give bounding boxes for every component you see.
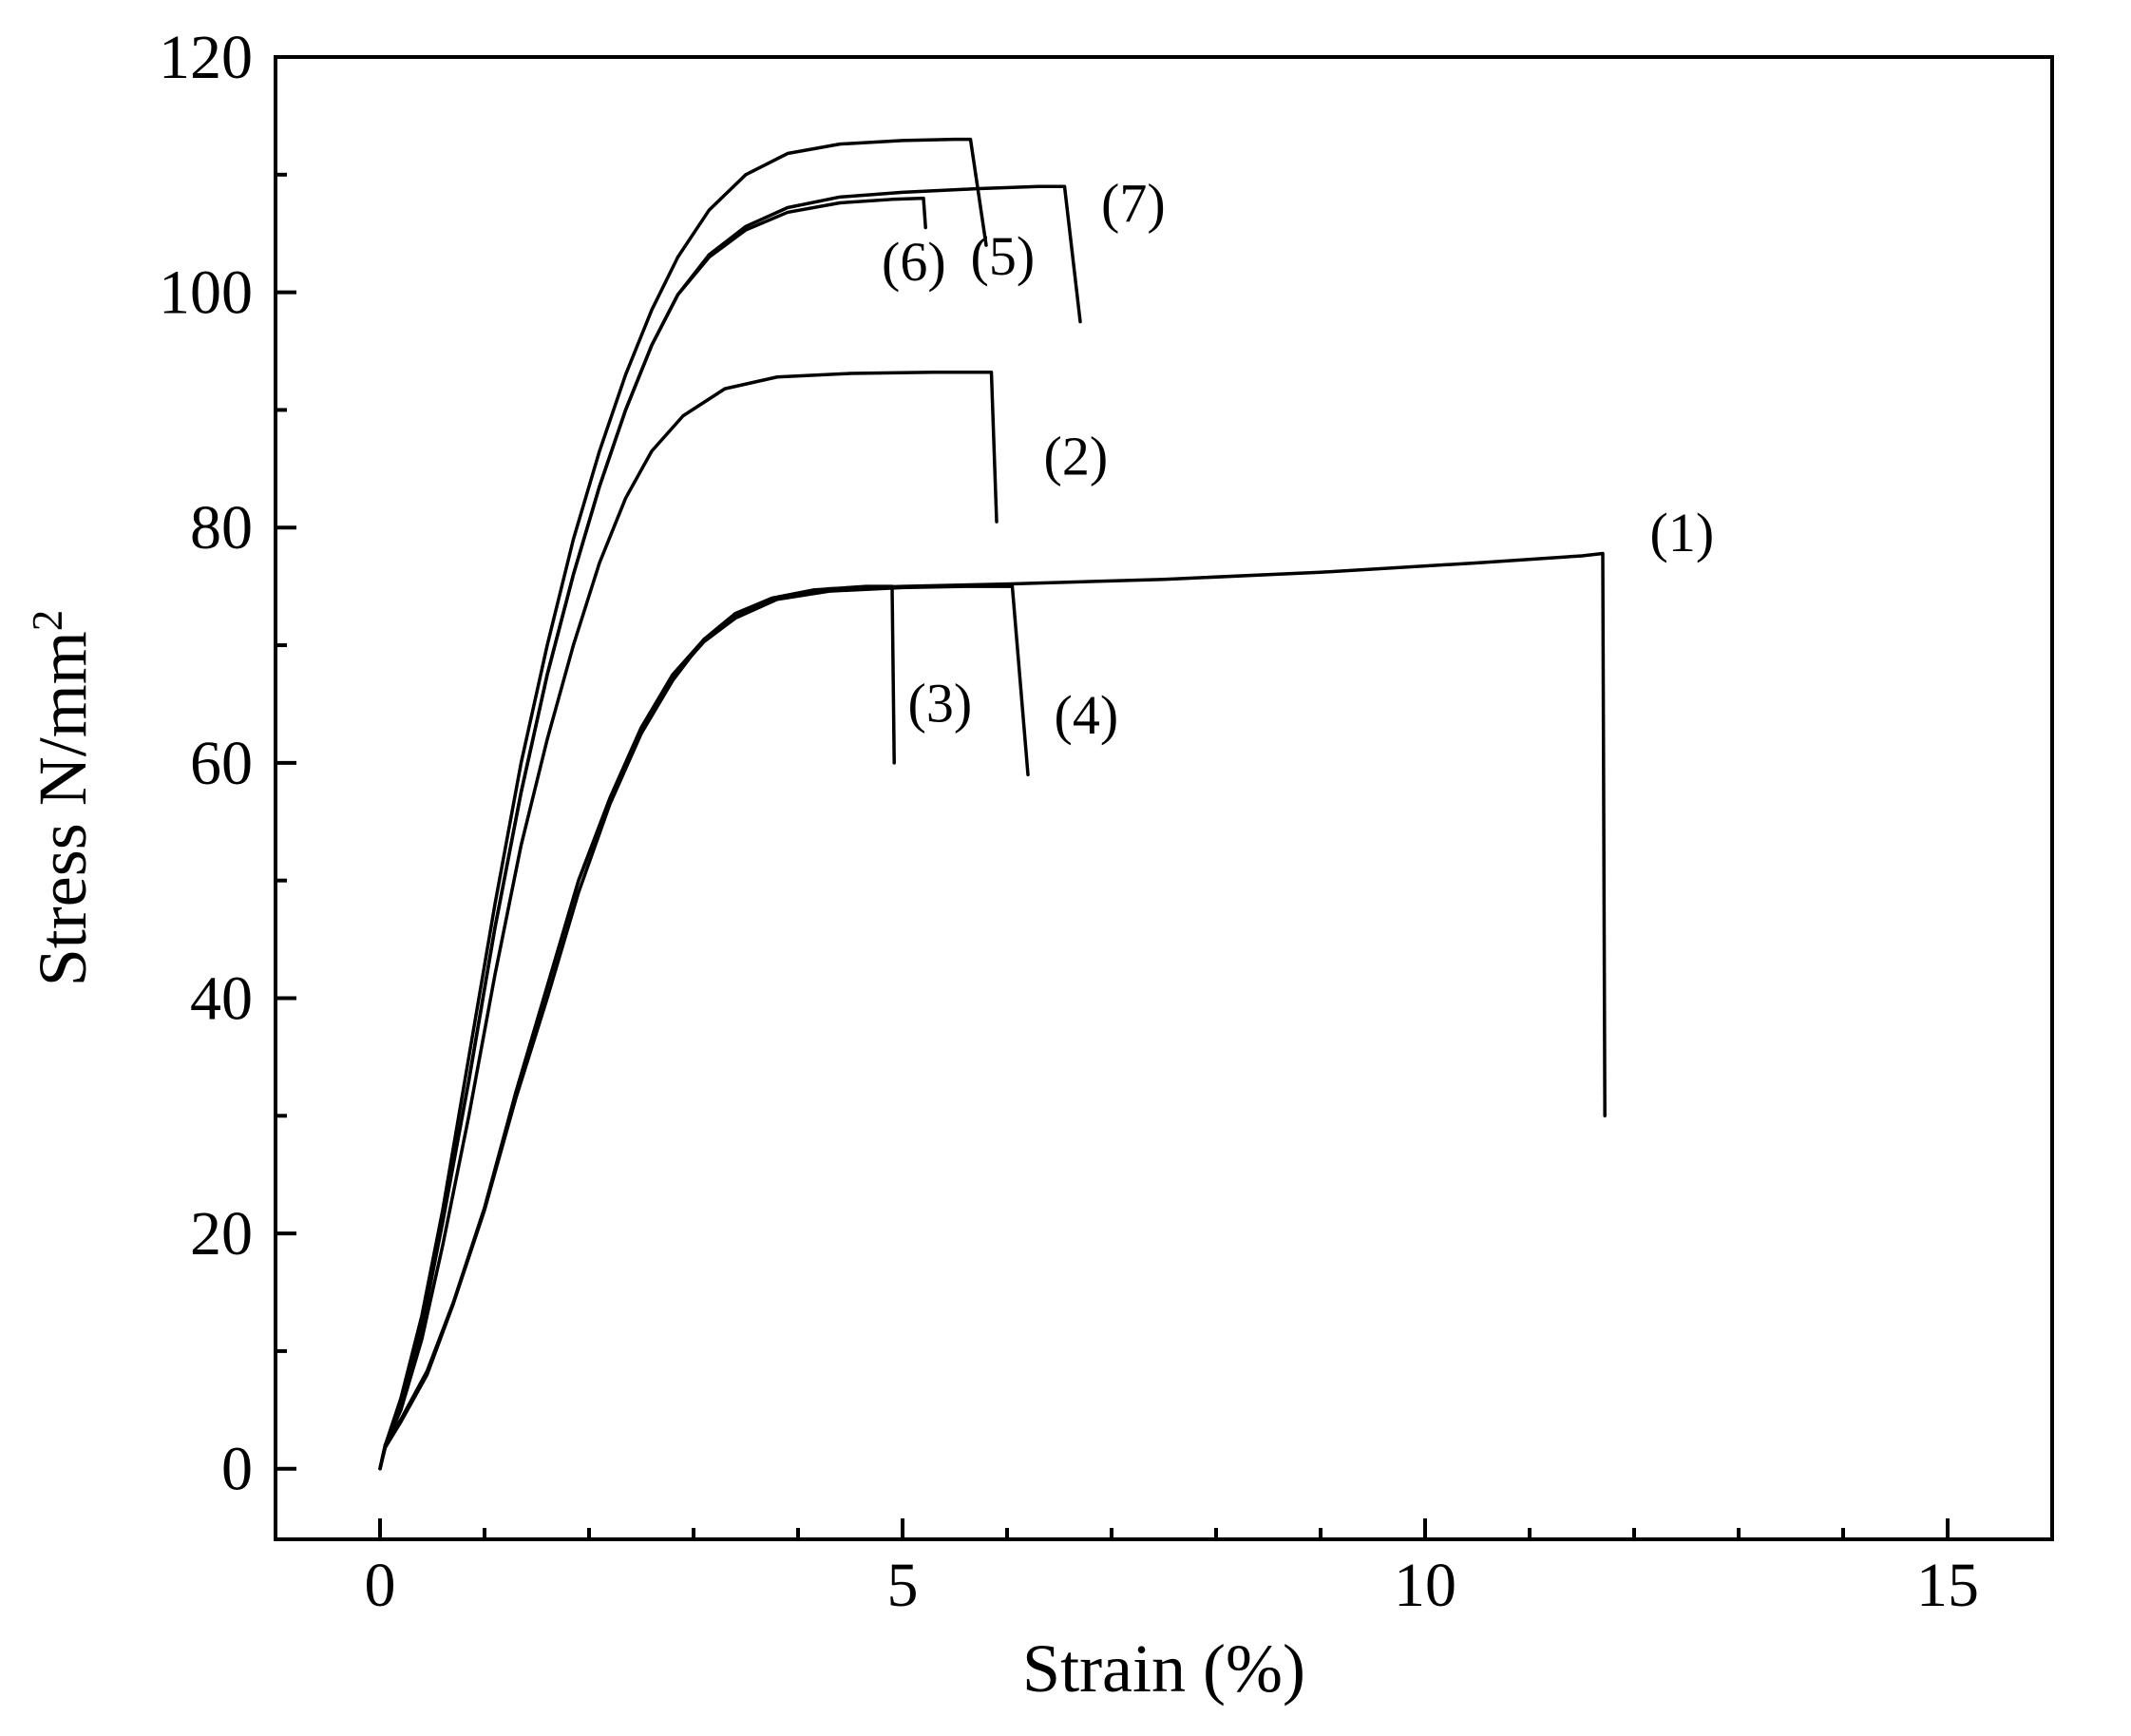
chart-svg: 0 5 10 15 0 20 40 60 80 100 120 (1) (2) (3) (4) (5) (6) (… [0,0,2131,1736]
series-label-s3: (3) [908,673,973,734]
series-label-s7: (7) [1101,172,1166,234]
series-label-s4: (4) [1055,684,1119,746]
x-tick-label: 5 [887,1551,919,1620]
y-axis-title-sup: 2 [24,610,71,632]
y-axis-title-main: Stress N/mm [25,631,101,986]
x-tick-label: 0 [365,1551,396,1620]
stress-strain-chart: 0 5 10 15 0 20 40 60 80 100 120 (1) (2) (3) (4) (5) (6) (… [0,0,2131,1736]
y-tick-label: 80 [190,493,253,563]
y-tick-label: 0 [221,1435,253,1504]
y-axis-title: Stress N/mm2 [24,610,101,987]
series-label-s6: (6) [882,231,946,293]
x-tick-label: 10 [1394,1551,1456,1620]
y-tick-label: 100 [159,258,253,328]
y-tick-label: 60 [190,729,253,798]
series-label-s1: (1) [1650,502,1715,563]
x-tick-label: 15 [1916,1551,1979,1620]
y-tick-label: 20 [190,1199,253,1269]
y-tick-label: 120 [159,23,253,92]
series-label-s5: (5) [971,225,1036,287]
chart-background [0,0,2131,1736]
x-axis-title: Strain (%) [1022,1631,1305,1707]
y-tick-label: 40 [190,963,253,1033]
series-label-s2: (2) [1044,426,1109,487]
